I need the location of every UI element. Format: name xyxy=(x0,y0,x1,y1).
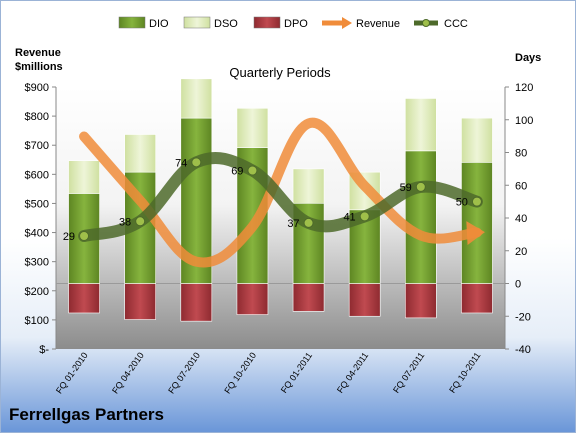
ccc-data-label: 74 xyxy=(175,157,187,169)
legend-label-dso: DSO xyxy=(214,18,238,30)
bar-dso xyxy=(292,168,325,204)
company-name: Ferrellgas Partners xyxy=(9,405,164,424)
left-tick-label: $600 xyxy=(25,169,49,181)
ccc-point xyxy=(471,196,482,207)
x-tick-label: FQ 10-2010 xyxy=(222,350,258,395)
ccc-point xyxy=(359,211,370,222)
ccc-point xyxy=(247,165,258,176)
ccc-line xyxy=(78,152,483,243)
left-tick-label: $900 xyxy=(25,82,49,94)
ccc-point xyxy=(191,157,202,168)
right-axis: -40 -20 0 20 40 60 80 100 120 xyxy=(56,82,533,356)
legend-swatch-dio xyxy=(118,16,146,29)
ccc-data-label: 50 xyxy=(456,197,468,209)
left-tick-label: $100 xyxy=(25,315,49,327)
x-tick-label: FQ 01-2011 xyxy=(279,350,314,395)
x-tick-label: FQ 04-2010 xyxy=(110,350,146,395)
legend-swatch-dso xyxy=(183,16,211,29)
ccc-point xyxy=(303,217,314,228)
right-tick-label: 20 xyxy=(515,246,527,258)
bar-dso xyxy=(68,160,100,194)
right-tick-label: -40 xyxy=(515,344,531,356)
revenue-line xyxy=(79,117,482,268)
bar-dpo xyxy=(236,283,269,315)
lines: 29 38 74 69 37 41 59 50 xyxy=(63,117,485,268)
bar-dio xyxy=(461,162,493,284)
bar-dso xyxy=(461,117,493,163)
ccc-data-label: 59 xyxy=(400,182,412,194)
right-tick-label: 60 xyxy=(515,180,527,192)
legend-label-ccc: CCC xyxy=(444,18,468,30)
right-tick-label: 100 xyxy=(515,115,533,127)
ccc-data-label: 37 xyxy=(287,218,299,230)
bar-dpo xyxy=(124,283,156,320)
left-tick-label: $800 xyxy=(25,111,49,123)
x-axis: FQ 01-2010 FQ 04-2010 FQ 07-2010 FQ 10-2010… xyxy=(54,350,483,395)
bar-dpo xyxy=(180,283,213,322)
left-tick-label: $- xyxy=(39,344,49,356)
legend-label-revenue: Revenue xyxy=(356,18,400,30)
chart-title: Quarterly Periods xyxy=(229,65,331,80)
bar-dso xyxy=(405,98,437,152)
bar-dso xyxy=(180,78,213,119)
bar-dso xyxy=(124,134,156,173)
x-tick-label: FQ 07-2010 xyxy=(166,350,202,395)
left-axis: $- $100 $200 $300 $400 $500 $600 $700 $800 $900 xyxy=(25,82,57,356)
x-tick-label: FQ 01-2010 xyxy=(54,350,90,395)
left-tick-label: $500 xyxy=(25,198,49,210)
ccc-point xyxy=(135,216,146,227)
x-tick-label: FQ 07-2011 xyxy=(391,350,426,395)
legend-swatch-dpo xyxy=(253,16,281,29)
bars xyxy=(68,78,493,322)
legend-label-dpo: DPO xyxy=(284,18,308,30)
left-tick-label: $300 xyxy=(25,257,49,269)
bar-dio xyxy=(405,150,437,284)
left-tick-label: $200 xyxy=(25,286,49,298)
ccc-data-label: 38 xyxy=(119,216,131,228)
x-tick-label: FQ 04-2011 xyxy=(335,350,370,395)
legend: DIO DSO DPO Revenue CCC xyxy=(118,16,468,30)
left-axis-title-line2: $millions xyxy=(15,61,63,73)
bar-dpo xyxy=(461,283,493,314)
bar-dpo xyxy=(348,283,381,317)
right-tick-label: -20 xyxy=(515,311,531,323)
ccc-point xyxy=(79,231,90,242)
legend-dot-icon xyxy=(422,19,430,27)
right-tick-label: 0 xyxy=(515,279,521,291)
left-tick-label: $400 xyxy=(25,228,49,240)
left-tick-label: $700 xyxy=(25,140,49,152)
right-axis-title: Days xyxy=(515,52,541,64)
ccc-point xyxy=(415,181,426,192)
left-axis-title-line1: Revenue xyxy=(15,47,61,59)
right-tick-label: 40 xyxy=(515,213,527,225)
revenue-arrowhead xyxy=(466,221,485,246)
legend-arrow-icon xyxy=(342,17,352,29)
bar-dso xyxy=(236,107,269,148)
ccc-data-label: 29 xyxy=(63,231,75,243)
x-tick-label: FQ 10-2011 xyxy=(447,350,482,395)
bar-dpo xyxy=(68,283,100,314)
legend-label-dio: DIO xyxy=(149,18,169,30)
right-tick-label: 120 xyxy=(515,82,533,94)
ccc-data-label: 41 xyxy=(343,211,355,223)
right-tick-label: 80 xyxy=(515,148,527,160)
bar-dpo xyxy=(292,283,325,312)
bar-dpo xyxy=(405,283,437,319)
ccc-data-label: 69 xyxy=(231,166,243,178)
